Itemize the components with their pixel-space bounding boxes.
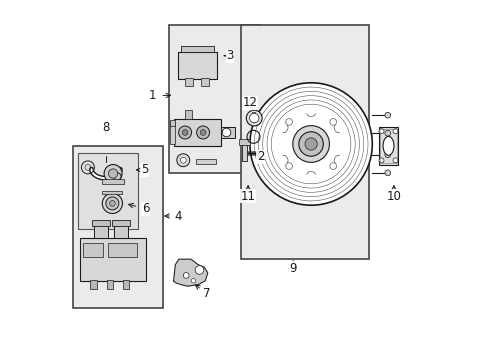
Bar <box>251 112 254 122</box>
Bar <box>170 120 175 126</box>
Circle shape <box>196 126 209 139</box>
Bar <box>114 225 128 238</box>
Bar <box>378 127 398 165</box>
Circle shape <box>102 193 122 213</box>
Circle shape <box>378 129 383 134</box>
Bar <box>178 52 217 79</box>
Circle shape <box>249 113 258 123</box>
Bar <box>239 139 249 145</box>
Bar <box>241 25 368 259</box>
Circle shape <box>249 83 371 205</box>
Text: 12: 12 <box>242 96 257 109</box>
Circle shape <box>392 158 397 163</box>
Bar <box>106 280 113 289</box>
Bar <box>108 243 137 257</box>
Circle shape <box>292 126 329 162</box>
Bar <box>78 153 138 229</box>
Bar <box>181 46 213 52</box>
Circle shape <box>329 118 336 125</box>
Circle shape <box>195 266 203 274</box>
Circle shape <box>285 163 292 170</box>
Circle shape <box>384 112 390 118</box>
Text: 3: 3 <box>226 49 233 62</box>
Bar <box>80 238 146 281</box>
Polygon shape <box>173 259 207 286</box>
Bar <box>196 159 215 164</box>
Circle shape <box>182 130 187 135</box>
Bar <box>102 191 122 194</box>
Circle shape <box>329 163 336 170</box>
Bar <box>92 220 110 226</box>
Circle shape <box>285 118 292 125</box>
Circle shape <box>384 152 390 158</box>
Circle shape <box>178 126 191 139</box>
Bar <box>201 78 209 86</box>
Bar <box>73 146 163 308</box>
Bar <box>94 225 108 238</box>
Circle shape <box>177 154 189 167</box>
Bar <box>122 280 129 289</box>
Circle shape <box>305 138 317 150</box>
Bar <box>170 121 175 144</box>
Circle shape <box>114 173 121 180</box>
Bar <box>174 119 221 146</box>
Circle shape <box>384 170 390 176</box>
Text: 9: 9 <box>289 262 296 275</box>
Text: 10: 10 <box>386 190 401 203</box>
Circle shape <box>392 129 397 134</box>
Circle shape <box>298 132 323 156</box>
Bar <box>241 145 247 161</box>
Bar <box>185 78 193 86</box>
Circle shape <box>183 273 189 278</box>
Bar <box>221 127 235 138</box>
Text: 1: 1 <box>149 89 156 102</box>
Bar <box>90 280 97 289</box>
Bar <box>185 110 192 119</box>
Circle shape <box>180 157 186 163</box>
Circle shape <box>108 169 118 178</box>
Ellipse shape <box>382 136 393 155</box>
Bar <box>112 220 130 226</box>
Circle shape <box>246 110 262 126</box>
Bar <box>380 129 396 163</box>
Bar <box>168 25 260 173</box>
Text: 5: 5 <box>141 163 148 176</box>
Circle shape <box>191 279 195 283</box>
Text: 8: 8 <box>102 121 109 134</box>
Text: 11: 11 <box>240 190 255 203</box>
Circle shape <box>106 197 119 210</box>
Circle shape <box>378 158 383 163</box>
Circle shape <box>200 130 205 135</box>
Circle shape <box>384 130 390 136</box>
Bar <box>102 179 123 184</box>
Text: 6: 6 <box>142 202 149 215</box>
Text: 7: 7 <box>203 287 210 300</box>
Text: 4: 4 <box>174 210 181 222</box>
Text: 2: 2 <box>256 150 264 163</box>
Bar <box>83 243 103 257</box>
Circle shape <box>222 128 230 137</box>
Circle shape <box>104 165 122 183</box>
Circle shape <box>109 201 115 206</box>
